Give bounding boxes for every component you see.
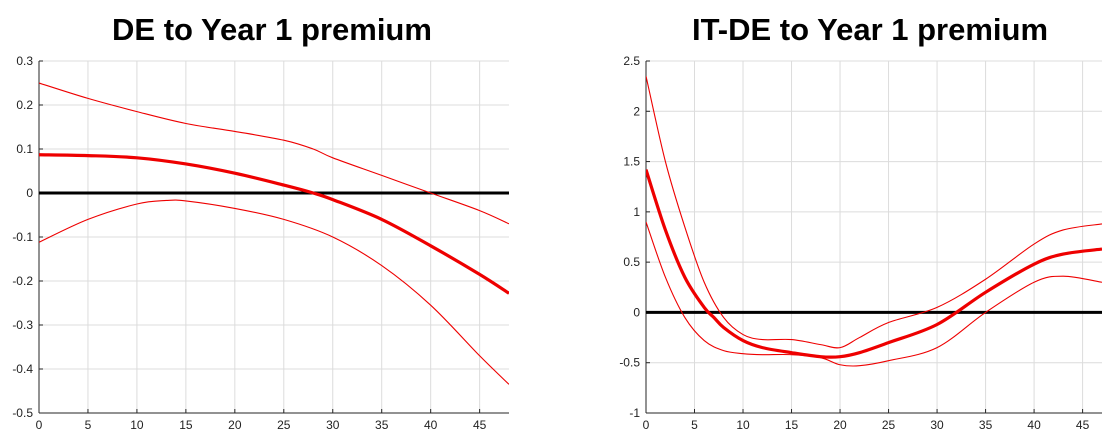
series-line-lower	[39, 200, 509, 384]
series-line-estimate	[39, 155, 509, 294]
y-tick-label: -0.1	[12, 230, 33, 244]
y-tick-label: 2	[633, 104, 640, 118]
y-tick-label: 0	[26, 186, 33, 200]
x-tick-label: 25	[277, 418, 291, 432]
x-tick-label: 35	[375, 418, 389, 432]
x-tick-label: 0	[643, 418, 650, 432]
x-tick-label: 30	[326, 418, 340, 432]
x-tick-label: 10	[736, 418, 750, 432]
y-tick-label: 1.5	[623, 155, 640, 169]
x-tick-label: 0	[36, 418, 43, 432]
x-tick-label: 10	[130, 418, 144, 432]
x-tick-label: 45	[473, 418, 487, 432]
y-tick-label: -1	[629, 406, 640, 420]
x-tick-label: 25	[882, 418, 896, 432]
y-tick-label: 0.5	[623, 255, 640, 269]
y-tick-label: -0.3	[12, 318, 33, 332]
x-tick-label: 5	[85, 418, 92, 432]
x-tick-label: 20	[833, 418, 847, 432]
x-tick-label: 15	[179, 418, 193, 432]
series-line-upper	[39, 83, 509, 224]
y-tick-label: 0.2	[16, 98, 33, 112]
chart-panel-left: 0 5 10 15 20 25 30 35 40 45 0.3 0.2 0.1 0 -0.1 -0.2 -0.3…	[12, 54, 509, 432]
chart-panel-right: 0 5 10 15 20 25 30 35 40 45 2.5 2 1.5 1 0.5 0 -0.5 -1	[619, 54, 1102, 432]
y-tick-label: 0.1	[16, 142, 33, 156]
y-tick-label: -0.4	[12, 362, 33, 376]
y-tick-label: 0.3	[16, 54, 33, 68]
y-tick-label: -0.5	[619, 356, 640, 370]
y-tick-label: -0.5	[12, 406, 33, 420]
y-tick-label: -0.2	[12, 274, 33, 288]
chart-title-left: DE to Year 1 premium	[112, 12, 432, 47]
x-tick-label: 5	[691, 418, 698, 432]
chart-title-right: IT-DE to Year 1 premium	[692, 12, 1048, 47]
x-tick-label: 35	[979, 418, 993, 432]
y-tick-label: 1	[633, 205, 640, 219]
x-tick-label: 40	[424, 418, 438, 432]
x-tick-label: 15	[785, 418, 799, 432]
y-tick-label: 2.5	[623, 54, 640, 68]
x-tick-label: 30	[930, 418, 944, 432]
x-tick-label: 45	[1076, 418, 1090, 432]
y-tick-label: 0	[633, 305, 640, 319]
x-tick-label: 40	[1027, 418, 1041, 432]
x-tick-label: 20	[228, 418, 242, 432]
